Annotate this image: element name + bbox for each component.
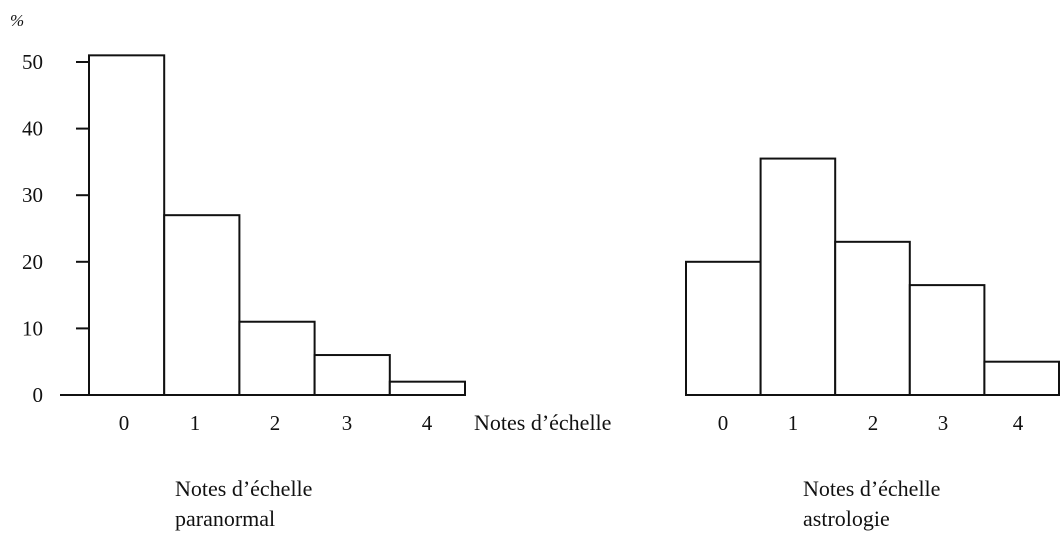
center-axis-label: Notes d’échelle [474,410,611,435]
bar-1 [759,157,837,396]
y-tick-label: 10 [22,316,43,340]
x-tick-label: 3 [342,411,353,435]
x-ticks: 0 1 2 3 4 [119,411,433,435]
y-tick-label: 50 [22,50,43,74]
y-tick-label: 40 [22,117,43,141]
x-axis-label-line2: astrologie [803,506,890,531]
bar-0 [88,54,166,397]
bars [88,54,466,397]
x-axis-label-line2: paranormal [175,506,275,531]
bar-3 [908,284,986,396]
bar-4 [388,380,466,396]
y-tick-label: 0 [33,383,44,407]
bar-0 [685,260,762,396]
x-tick-label: 3 [938,411,949,435]
x-tick-label: 0 [119,411,130,435]
x-axis-label-line1: Notes d’échelle [175,476,312,501]
bar-3 [313,354,391,397]
x-tick-label: 1 [788,411,799,435]
bar-2 [834,240,911,396]
x-axis-label-line1: Notes d’échelle [803,476,940,501]
y-tick-label: 30 [22,183,43,207]
bar-2 [238,320,316,396]
y-ticks: 0 10 20 30 40 50 [22,50,89,407]
y-tick-label: 20 [22,250,43,274]
chart-paranormal: % 0 10 20 30 40 50 0 1 2 3 4 Notes d’échelle para… [10,11,466,531]
bar-4 [983,360,1061,397]
x-tick-label: 4 [1013,411,1024,435]
chart-astrologie: 0 1 2 3 4 Notes d’échelle astrologie [685,157,1061,531]
x-ticks: 0 1 2 3 4 [718,411,1024,435]
bar-1 [163,214,241,396]
x-tick-label: 4 [422,411,433,435]
x-tick-label: 2 [270,411,281,435]
y-unit-label: % [10,11,24,30]
x-tick-label: 1 [190,411,201,435]
x-tick-label: 0 [718,411,729,435]
x-tick-label: 2 [868,411,879,435]
bars [685,157,1061,397]
